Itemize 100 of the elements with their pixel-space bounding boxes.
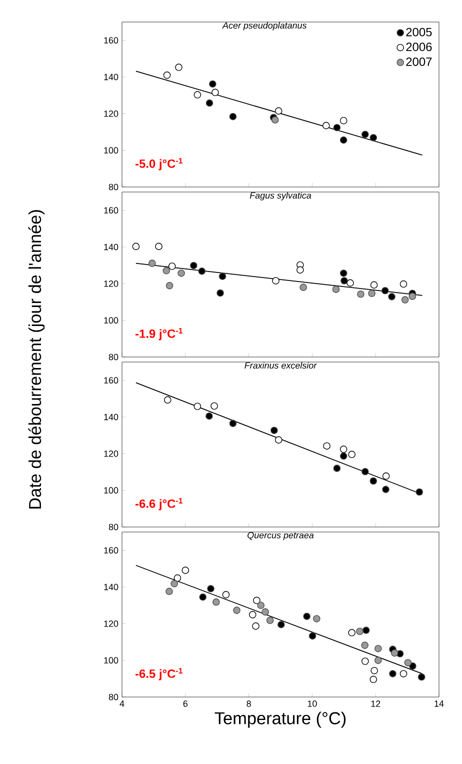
- point: [381, 286, 389, 294]
- point: [356, 628, 364, 636]
- point: [416, 488, 423, 496]
- point: [182, 566, 190, 574]
- point: [207, 585, 214, 592]
- point: [271, 116, 279, 124]
- point: [212, 598, 220, 606]
- point: [361, 642, 368, 649]
- y-tick-label: 160: [104, 37, 118, 44]
- point: [222, 591, 230, 598]
- point: [370, 666, 378, 674]
- x-tick-label: 10: [308, 700, 317, 707]
- point: [340, 277, 348, 284]
- point: [370, 477, 378, 485]
- point: [233, 606, 240, 614]
- point: [206, 99, 214, 107]
- y-tick-label: 120: [104, 450, 118, 457]
- point: [174, 574, 182, 582]
- point: [382, 472, 390, 480]
- point: [262, 608, 269, 616]
- point: [266, 616, 274, 624]
- point: [148, 260, 156, 267]
- y-tick-label: 120: [104, 620, 118, 627]
- point: [346, 279, 354, 287]
- y-tick-label: 160: [104, 207, 118, 214]
- point: [168, 262, 176, 270]
- point: [209, 80, 216, 88]
- point: [218, 272, 226, 280]
- point: [277, 620, 285, 628]
- point: [370, 676, 378, 684]
- point: [248, 611, 256, 618]
- y-tick-label: 140: [104, 244, 118, 250]
- point: [418, 673, 426, 681]
- point: [257, 602, 264, 609]
- point: [323, 442, 330, 450]
- point: [132, 242, 140, 250]
- point: [175, 64, 182, 71]
- point: [340, 116, 348, 124]
- point: [333, 124, 341, 132]
- x-axis-title: Temperature (°C): [214, 712, 346, 728]
- point: [374, 656, 382, 664]
- point: [166, 588, 173, 596]
- y-axis-title: Date de débourrement (jour de l'année): [28, 210, 45, 509]
- point: [340, 136, 348, 144]
- point: [198, 268, 206, 275]
- y-tick-label: 120: [104, 280, 118, 287]
- y-tick-label: 120: [104, 110, 118, 117]
- point: [357, 290, 364, 298]
- y-tick-label: 100: [104, 317, 118, 324]
- point: [388, 293, 396, 300]
- point: [370, 134, 378, 142]
- y-tick-label: 80: [108, 184, 118, 190]
- y-tick-label: 140: [104, 584, 118, 590]
- y-tick-label: 100: [104, 487, 118, 494]
- point: [348, 450, 356, 458]
- point: [270, 426, 278, 434]
- y-tick-label: 80: [108, 524, 118, 530]
- point: [322, 122, 330, 130]
- annotation: -5.0 j°C$^{-1}$: [136, 158, 183, 170]
- point: [382, 486, 390, 494]
- y-tick-label: 100: [104, 147, 118, 154]
- point: [229, 420, 237, 428]
- point: [190, 262, 198, 270]
- point: [400, 280, 408, 288]
- point: [340, 452, 348, 460]
- annotation: -6.6 j°C$^{-1}$: [136, 498, 183, 510]
- point: [253, 596, 260, 604]
- point: [390, 649, 398, 657]
- y-tick-label: 140: [104, 414, 118, 420]
- point: [206, 412, 213, 420]
- point: [199, 593, 206, 601]
- point: [374, 644, 382, 652]
- point: [340, 446, 348, 453]
- point: [170, 580, 178, 588]
- x-tick-label: 12: [371, 700, 380, 707]
- point: [210, 402, 218, 410]
- point: [303, 612, 310, 620]
- point: [163, 72, 171, 79]
- point: [296, 266, 304, 274]
- point: [389, 670, 396, 678]
- point: [362, 626, 370, 634]
- point: [361, 658, 369, 665]
- point: [194, 91, 202, 98]
- point: [272, 277, 280, 284]
- point: [332, 286, 340, 293]
- y-tick-label: 160: [104, 377, 118, 384]
- y-tick-label: 160: [104, 547, 118, 554]
- point: [401, 296, 409, 304]
- chart-title: Fraxinus excelsior: [244, 362, 317, 369]
- point: [166, 282, 174, 290]
- point: [178, 270, 185, 277]
- point: [348, 629, 356, 636]
- point: [212, 88, 219, 96]
- point: [252, 622, 260, 630]
- y-tick-label: 140: [104, 74, 118, 80]
- point: [300, 284, 307, 291]
- point: [164, 396, 172, 404]
- point: [194, 402, 202, 410]
- chart-title: Fagus sylvatica: [250, 192, 312, 200]
- x-tick-label: 14: [434, 700, 444, 707]
